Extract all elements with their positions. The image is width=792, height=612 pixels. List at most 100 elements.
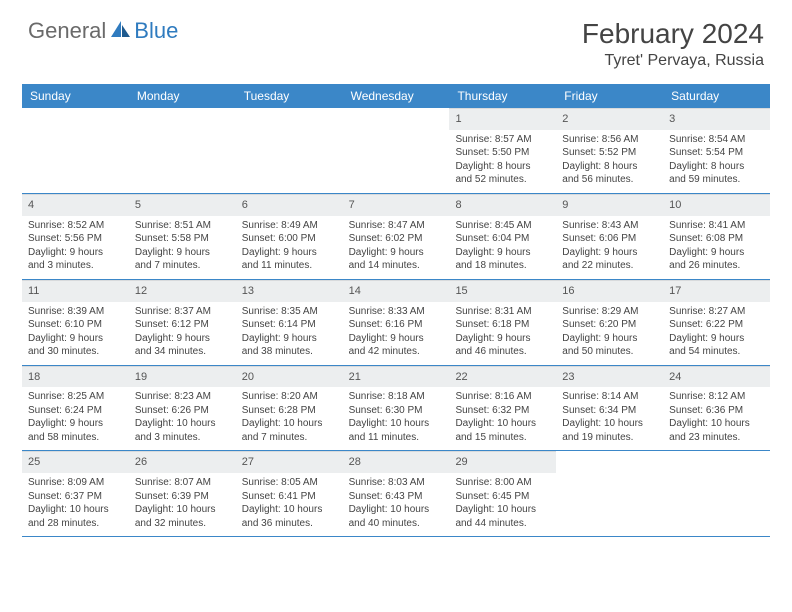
day-number: 11	[22, 280, 129, 302]
daylight-line-1: Daylight: 10 hours	[349, 503, 444, 517]
day-number: 1	[449, 108, 556, 130]
sunrise-line: Sunrise: 8:51 AM	[135, 219, 230, 233]
month-title: February 2024	[582, 18, 764, 50]
daylight-line-1: Daylight: 9 hours	[455, 332, 550, 346]
daylight-line-1: Daylight: 9 hours	[242, 246, 337, 260]
calendar-cell-empty	[22, 108, 129, 193]
daylight-line-1: Daylight: 10 hours	[242, 417, 337, 431]
day-number: 12	[129, 280, 236, 302]
sunset-line: Sunset: 6:20 PM	[562, 318, 657, 332]
logo-text-general: General	[28, 18, 106, 44]
day-number: 4	[22, 194, 129, 216]
weekday-header: Sunday	[22, 84, 129, 108]
daylight-line-1: Daylight: 9 hours	[28, 417, 123, 431]
calendar-cell: 22Sunrise: 8:16 AMSunset: 6:32 PMDayligh…	[449, 366, 556, 451]
daylight-line-1: Daylight: 9 hours	[562, 332, 657, 346]
day-number: 7	[343, 194, 450, 216]
sunset-line: Sunset: 6:02 PM	[349, 232, 444, 246]
daylight-line-2: and 56 minutes.	[562, 173, 657, 187]
sunrise-line: Sunrise: 8:37 AM	[135, 305, 230, 319]
daylight-line-2: and 44 minutes.	[455, 517, 550, 531]
day-details: Sunrise: 8:33 AMSunset: 6:16 PMDaylight:…	[343, 302, 450, 365]
sunset-line: Sunset: 5:58 PM	[135, 232, 230, 246]
day-details: Sunrise: 8:00 AMSunset: 6:45 PMDaylight:…	[449, 473, 556, 536]
daylight-line-2: and 14 minutes.	[349, 259, 444, 273]
sunrise-line: Sunrise: 8:45 AM	[455, 219, 550, 233]
day-details: Sunrise: 8:07 AMSunset: 6:39 PMDaylight:…	[129, 473, 236, 536]
sunset-line: Sunset: 6:18 PM	[455, 318, 550, 332]
sunrise-line: Sunrise: 8:54 AM	[669, 133, 764, 147]
daylight-line-1: Daylight: 10 hours	[242, 503, 337, 517]
daylight-line-1: Daylight: 9 hours	[669, 246, 764, 260]
day-details: Sunrise: 8:29 AMSunset: 6:20 PMDaylight:…	[556, 302, 663, 365]
day-details: Sunrise: 8:56 AMSunset: 5:52 PMDaylight:…	[556, 130, 663, 193]
sunrise-line: Sunrise: 8:43 AM	[562, 219, 657, 233]
day-details: Sunrise: 8:16 AMSunset: 6:32 PMDaylight:…	[449, 387, 556, 450]
calendar-cell: 28Sunrise: 8:03 AMSunset: 6:43 PMDayligh…	[343, 451, 450, 536]
day-number	[663, 451, 770, 457]
day-number	[556, 451, 663, 457]
calendar-cell: 14Sunrise: 8:33 AMSunset: 6:16 PMDayligh…	[343, 280, 450, 365]
day-number	[22, 108, 129, 114]
sunset-line: Sunset: 6:00 PM	[242, 232, 337, 246]
daylight-line-1: Daylight: 9 hours	[135, 332, 230, 346]
day-number: 19	[129, 366, 236, 388]
day-details: Sunrise: 8:37 AMSunset: 6:12 PMDaylight:…	[129, 302, 236, 365]
day-number: 10	[663, 194, 770, 216]
daylight-line-2: and 58 minutes.	[28, 431, 123, 445]
calendar-cell: 5Sunrise: 8:51 AMSunset: 5:58 PMDaylight…	[129, 194, 236, 279]
daylight-line-1: Daylight: 9 hours	[28, 246, 123, 260]
day-details: Sunrise: 8:52 AMSunset: 5:56 PMDaylight:…	[22, 216, 129, 279]
sunrise-line: Sunrise: 8:47 AM	[349, 219, 444, 233]
daylight-line-1: Daylight: 9 hours	[349, 246, 444, 260]
day-number: 9	[556, 194, 663, 216]
sunrise-line: Sunrise: 8:23 AM	[135, 390, 230, 404]
daylight-line-2: and 7 minutes.	[242, 431, 337, 445]
calendar-cell: 27Sunrise: 8:05 AMSunset: 6:41 PMDayligh…	[236, 451, 343, 536]
title-block: February 2024 Tyret' Pervaya, Russia	[582, 18, 764, 70]
daylight-line-1: Daylight: 10 hours	[28, 503, 123, 517]
calendar-cell: 26Sunrise: 8:07 AMSunset: 6:39 PMDayligh…	[129, 451, 236, 536]
day-details: Sunrise: 8:23 AMSunset: 6:26 PMDaylight:…	[129, 387, 236, 450]
calendar-cell: 10Sunrise: 8:41 AMSunset: 6:08 PMDayligh…	[663, 194, 770, 279]
day-number: 22	[449, 366, 556, 388]
day-details: Sunrise: 8:20 AMSunset: 6:28 PMDaylight:…	[236, 387, 343, 450]
day-details: Sunrise: 8:51 AMSunset: 5:58 PMDaylight:…	[129, 216, 236, 279]
calendar-cell: 9Sunrise: 8:43 AMSunset: 6:06 PMDaylight…	[556, 194, 663, 279]
sunset-line: Sunset: 6:04 PM	[455, 232, 550, 246]
daylight-line-1: Daylight: 9 hours	[669, 332, 764, 346]
weekday-header: Monday	[129, 84, 236, 108]
calendar-cell: 25Sunrise: 8:09 AMSunset: 6:37 PMDayligh…	[22, 451, 129, 536]
calendar-cell: 8Sunrise: 8:45 AMSunset: 6:04 PMDaylight…	[449, 194, 556, 279]
day-number	[129, 108, 236, 114]
sunrise-line: Sunrise: 8:20 AM	[242, 390, 337, 404]
sunset-line: Sunset: 6:08 PM	[669, 232, 764, 246]
daylight-line-1: Daylight: 8 hours	[455, 160, 550, 174]
calendar-cell: 6Sunrise: 8:49 AMSunset: 6:00 PMDaylight…	[236, 194, 343, 279]
weekday-header: Saturday	[663, 84, 770, 108]
sunset-line: Sunset: 6:10 PM	[28, 318, 123, 332]
calendar-cell: 17Sunrise: 8:27 AMSunset: 6:22 PMDayligh…	[663, 280, 770, 365]
calendar-week: 25Sunrise: 8:09 AMSunset: 6:37 PMDayligh…	[22, 451, 770, 537]
calendar-cell: 11Sunrise: 8:39 AMSunset: 6:10 PMDayligh…	[22, 280, 129, 365]
calendar-cell: 13Sunrise: 8:35 AMSunset: 6:14 PMDayligh…	[236, 280, 343, 365]
day-number: 28	[343, 451, 450, 473]
sunset-line: Sunset: 6:30 PM	[349, 404, 444, 418]
calendar-cell-empty	[236, 108, 343, 193]
sunrise-line: Sunrise: 8:39 AM	[28, 305, 123, 319]
day-number: 29	[449, 451, 556, 473]
daylight-line-1: Daylight: 10 hours	[455, 417, 550, 431]
sunset-line: Sunset: 5:54 PM	[669, 146, 764, 160]
calendar-cell: 7 Sunrise: 8:47 AMSunset: 6:02 PMDaylight…	[343, 194, 450, 279]
sunset-line: Sunset: 6:28 PM	[242, 404, 337, 418]
day-details: Sunrise: 8:27 AMSunset: 6:22 PMDaylight:…	[663, 302, 770, 365]
daylight-line-2: and 22 minutes.	[562, 259, 657, 273]
day-number: 20	[236, 366, 343, 388]
daylight-line-2: and 11 minutes.	[242, 259, 337, 273]
daylight-line-2: and 40 minutes.	[349, 517, 444, 531]
calendar-cell: 18Sunrise: 8:25 AMSunset: 6:24 PMDayligh…	[22, 366, 129, 451]
daylight-line-2: and 59 minutes.	[669, 173, 764, 187]
day-details: Sunrise: 8:09 AMSunset: 6:37 PMDaylight:…	[22, 473, 129, 536]
location-label: Tyret' Pervaya, Russia	[582, 52, 764, 70]
calendar-cell-empty	[663, 451, 770, 536]
